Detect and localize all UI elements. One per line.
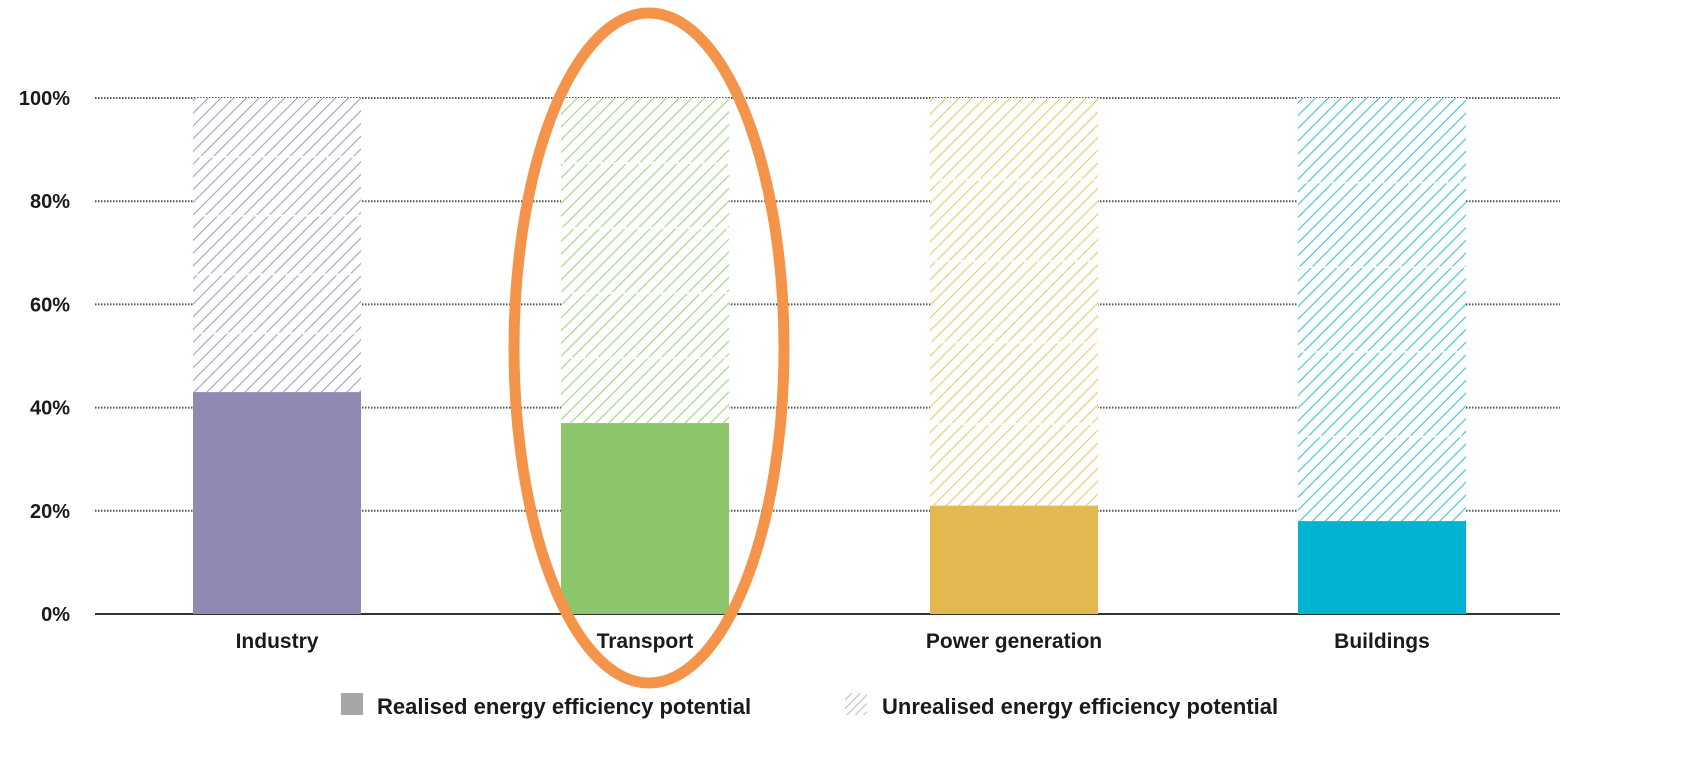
category-label-transport: Transport [597, 630, 694, 653]
legend: Realised energy efficiency potential Unre… [341, 693, 1278, 719]
bar-unrealised-industry [193, 98, 361, 393]
y-tick-label: 20% [30, 501, 70, 523]
category-labels: Industry Transport Power generation Buildin… [236, 630, 1430, 653]
y-axis-ticks: 0% 20% 40% 60% 80% 100% [19, 88, 70, 626]
legend-swatch-unrealised [845, 693, 867, 715]
bar-realised-industry [193, 392, 361, 614]
highlight-ellipse [508, 7, 790, 689]
bar-realised-power-generation [930, 505, 1098, 614]
bar-unrealised-buildings [1298, 98, 1466, 522]
bars [193, 98, 1466, 614]
bar-unrealised-power-generation [930, 98, 1098, 506]
category-label-industry: Industry [236, 630, 319, 653]
y-tick-label: 0% [41, 604, 70, 626]
y-tick-label: 100% [19, 88, 70, 110]
bar-unrealised-transport [561, 98, 729, 424]
legend-label-realised: Realised energy efficiency potential [377, 694, 751, 719]
y-tick-label: 60% [30, 294, 70, 316]
highlight-annotation [508, 7, 790, 689]
bar-group-industry [193, 98, 361, 614]
bar-group-power-generation [930, 98, 1098, 614]
legend-label-unrealised: Unrealised energy efficiency potential [882, 694, 1278, 719]
y-tick-label: 80% [30, 191, 70, 213]
bar-realised-buildings [1298, 521, 1466, 614]
legend-swatch-realised [341, 693, 363, 715]
bar-group-buildings [1298, 98, 1466, 614]
y-tick-label: 40% [30, 398, 70, 420]
bar-realised-transport [561, 423, 729, 614]
category-label-power-generation: Power generation [926, 630, 1102, 653]
bar-group-transport [561, 98, 729, 614]
category-label-buildings: Buildings [1334, 630, 1430, 653]
